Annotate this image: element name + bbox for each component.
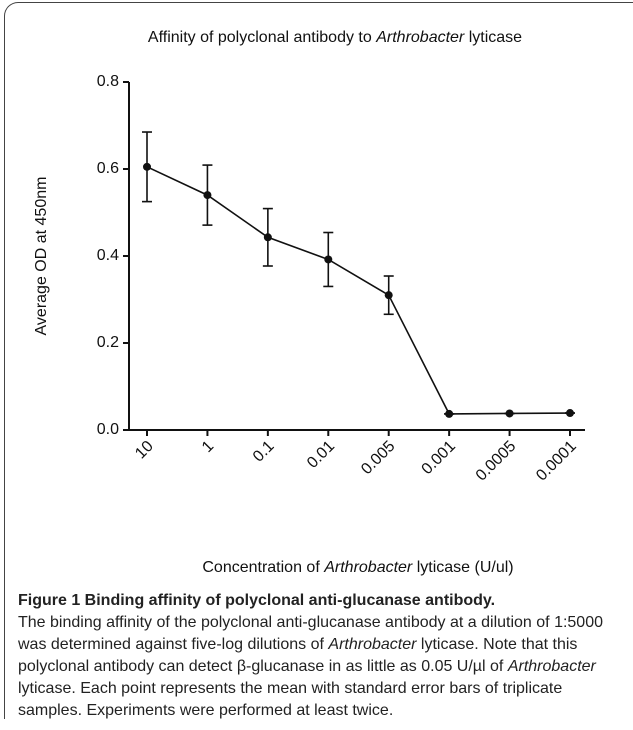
x-tick-label: 0.01 — [304, 438, 338, 472]
x-tick-label: 0.1 — [250, 438, 278, 466]
x-tick-label: 0.0005 — [473, 438, 520, 485]
y-tick-label: 0.2 — [97, 334, 119, 351]
x-tick-label: 0.005 — [358, 438, 398, 478]
text-segment: Arthrobacter — [323, 559, 413, 576]
text-segment: lyticase — [469, 29, 522, 46]
data-point — [445, 409, 454, 418]
y-axis-label: Average OD at 450nm — [33, 177, 50, 336]
data-point — [505, 409, 514, 418]
text-segment: Arthrobacter — [375, 29, 465, 46]
chart-title: Affinity of polyclonal antibody to Arthr… — [148, 29, 522, 46]
x-tick-label: 0.001 — [419, 438, 459, 478]
x-axis-label: Concentration of Arthrobacter lyticase (… — [202, 559, 513, 576]
text-segment: lyticase. Note that this polyclonal anti… — [18, 636, 578, 675]
data-point — [263, 233, 272, 242]
text-segment: lyticase (U/ul) — [417, 559, 514, 576]
text-segment: Concentration of — [202, 559, 320, 576]
data-point — [384, 291, 393, 300]
text-segment: Arthrobacter — [328, 636, 417, 653]
y-tick-label: 0.4 — [97, 247, 119, 264]
figure-frame — [4, 2, 633, 719]
y-tick-label: 0.8 — [97, 73, 119, 90]
x-tick-label: 0.0001 — [533, 438, 580, 485]
chart: Affinity of polyclonal antibody to Arthr… — [33, 29, 585, 576]
data-point — [143, 162, 151, 171]
data-line — [146, 166, 571, 415]
data-point — [324, 255, 333, 264]
x-tick-label: 10 — [132, 438, 157, 463]
y-tick-label: 0.0 — [97, 421, 119, 438]
caption-heading: Figure 1 Binding affinity of polyclonal … — [18, 592, 496, 609]
data-point — [203, 191, 212, 200]
caption: Figure 1 Binding affinity of polyclonal … — [18, 590, 624, 722]
y-tick-label: 0.6 — [97, 160, 119, 177]
x-tick-label: 1 — [199, 438, 217, 456]
text-segment: Affinity of polyclonal antibody to — [148, 29, 372, 46]
text-segment: The binding affinity of the polyclonal a… — [18, 614, 603, 653]
caption-body: The binding affinity of the polyclonal a… — [18, 614, 603, 719]
text-segment: Arthrobacter — [507, 658, 596, 675]
data-point — [566, 409, 574, 418]
text-segment: lyticase. Each point represents the mean… — [18, 680, 563, 719]
